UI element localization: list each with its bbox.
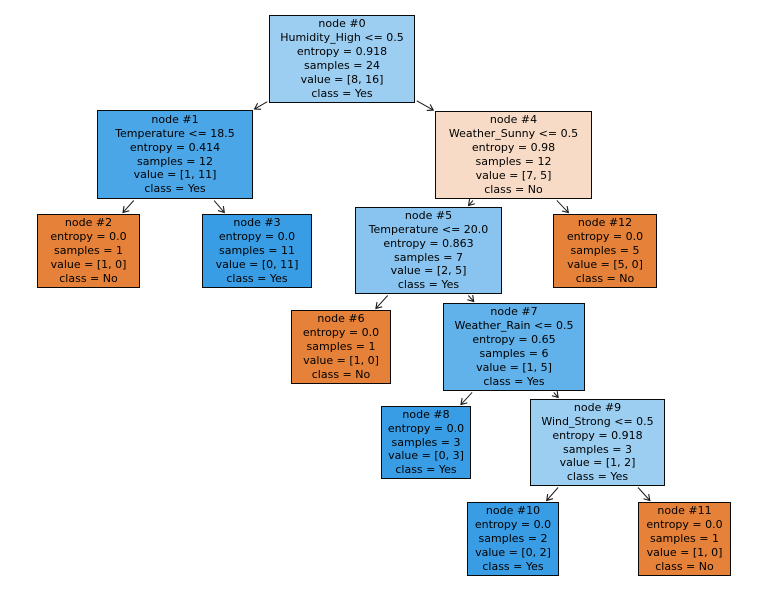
node-id-label: node #11 [657,504,712,518]
entropy-value: entropy = 0.98 [471,141,556,155]
tree-edge-5-7 [467,294,475,303]
predicted-class: class = Yes [144,182,206,196]
tree-node-6: node #6 entropy = 0.0 samples = 1 value = [… [291,310,391,384]
class-distribution: value = [8, 16] [300,72,384,86]
samples-count: samples = 3 [391,435,461,449]
class-distribution: value = [1, 0] [646,545,723,559]
tree-edge-9-10 [546,487,559,502]
node-id-label: node #12 [577,216,633,230]
entropy-value: entropy = 0.65 [472,333,556,347]
tree-node-4: node #4 Weather_Sunny <= 0.5 entropy = 0.9… [435,111,592,199]
class-distribution: value = [5, 0] [567,257,643,271]
predicted-class: class = No [575,271,635,285]
predicted-class: class = No [311,367,371,381]
samples-count: samples = 24 [304,59,380,72]
split-condition: Temperature <= 20.0 [368,222,489,236]
node-id-label: node #7 [490,305,538,319]
tree-node-7: node #7 Weather_Rain <= 0.5 entropy = 0.65… [443,303,585,391]
predicted-class: class = Yes [395,463,457,477]
tree-node-10: node #10 entropy = 0.0 samples = 2 value = … [467,502,559,576]
tree-edge-5-6 [375,295,389,310]
entropy-value: entropy = 0.0 [646,518,723,532]
samples-count: samples = 2 [478,532,548,546]
samples-count: samples = 3 [563,442,632,456]
node-id-label: node #2 [64,216,113,230]
class-distribution: value = [0, 3] [388,449,464,463]
class-distribution: value = [0, 11] [215,257,299,271]
predicted-class: class = Yes [482,559,544,573]
node-id-label: node #5 [404,208,453,222]
node-id-label: node #3 [233,216,281,230]
entropy-value: entropy = 0.0 [218,230,296,244]
entropy-value: entropy = 0.0 [302,326,380,340]
class-distribution: value = [7, 5] [475,168,552,182]
split-condition: Temperature <= 18.5 [115,126,235,140]
samples-count: samples = 6 [479,347,549,360]
tree-node-12: node #12 entropy = 0.0 samples = 5 value = … [553,214,657,288]
entropy-value: entropy = 0.414 [129,140,221,154]
node-id-label: node #9 [573,400,622,414]
predicted-class: class = No [484,182,543,196]
samples-count: samples = 5 [570,244,640,258]
tree-node-2: node #2 entropy = 0.0 samples = 1 value = [… [37,214,140,288]
node-id-label: node #4 [489,113,538,127]
predicted-class: class = No [59,271,118,285]
class-distribution: value = [1, 5] [476,360,552,374]
node-id-label: node #0 [318,17,366,31]
samples-count: samples = 12 [137,154,213,168]
predicted-class: class = Yes [566,470,629,484]
tree-edge-7-9 [551,390,559,399]
node-id-label: node #8 [402,407,450,421]
predicted-class: class = Yes [226,271,288,285]
samples-count: samples = 12 [475,155,552,168]
samples-count: samples = 11 [219,244,295,258]
class-distribution: value = [1, 0] [303,353,379,367]
predicted-class: class = Yes [397,278,460,292]
entropy-value: entropy = 0.918 [552,428,643,442]
class-distribution: value = [1, 11] [133,168,217,182]
tree-node-0: node #0 Humidity_High <= 0.5 entropy = 0.9… [269,15,415,103]
predicted-class: class = Yes [311,86,373,100]
tree-edge-0-4 [416,100,435,111]
tree-node-3: node #3 entropy = 0.0 samples = 11 value = … [202,214,312,288]
tree-edge-1-3 [213,200,225,214]
predicted-class: class = Yes [483,374,545,388]
split-condition: Humidity_High <= 0.5 [280,31,404,45]
tree-edge-7-8 [460,392,473,406]
tree-node-11: node #11 entropy = 0.0 samples = 1 value = … [638,502,731,576]
class-distribution: value = [1, 2] [559,456,636,470]
split-condition: Weather_Rain <= 0.5 [454,319,574,333]
class-distribution: value = [2, 5] [390,264,467,278]
tree-edge-4-12 [556,200,570,214]
samples-count: samples = 1 [54,244,123,258]
tree-edge-1-2 [122,200,135,214]
split-condition: Weather_Sunny <= 0.5 [448,127,579,141]
tree-edge-0-1 [253,101,268,110]
tree-node-9: node #9 Wind_Strong <= 0.5 entropy = 0.918… [530,399,665,486]
tree-edge-9-11 [637,487,651,502]
tree-node-1: node #1 Temperature <= 18.5 entropy = 0.41… [97,110,253,199]
tree-edge-4-5 [467,198,475,207]
samples-count: samples = 7 [394,250,463,264]
entropy-value: entropy = 0.918 [296,45,388,59]
class-distribution: value = [0, 2] [475,545,551,559]
class-distribution: value = [1, 0] [50,257,127,271]
entropy-value: entropy = 0.0 [474,518,552,532]
node-id-label: node #6 [317,312,365,326]
entropy-value: entropy = 0.0 [566,230,644,244]
entropy-value: entropy = 0.0 [387,421,465,435]
predicted-class: class = No [655,559,714,573]
entropy-value: entropy = 0.0 [50,230,127,244]
samples-count: samples = 1 [306,340,376,354]
tree-node-8: node #8 entropy = 0.0 samples = 3 value = [… [381,406,471,479]
node-id-label: node #1 [151,112,199,126]
tree-node-5: node #5 Temperature <= 20.0 entropy = 0.86… [355,207,502,294]
split-condition: Wind_Strong <= 0.5 [541,414,654,428]
node-id-label: node #10 [485,504,541,518]
entropy-value: entropy = 0.863 [383,236,474,250]
samples-count: samples = 1 [650,532,719,546]
